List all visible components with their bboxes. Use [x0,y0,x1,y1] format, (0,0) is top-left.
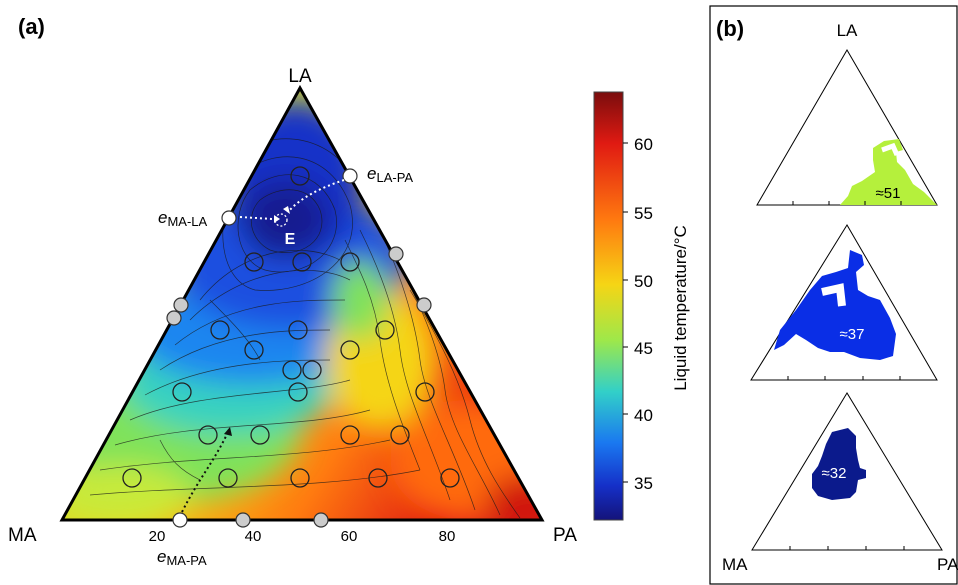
sample-point [390,425,410,445]
sample-point [198,425,218,445]
vertex-label-ma: MA [8,525,37,546]
sample-point [244,252,264,272]
sample-point [375,320,395,340]
arrow-ma-la [239,216,273,220]
region-label-1: ≈51 [876,185,901,202]
edge-marker [342,168,358,184]
sample-point [368,468,388,488]
sample-point [340,252,360,272]
eutectic-label: E [285,231,296,248]
mini-ternary-3: ≈32 [751,392,943,551]
annotation-e-ma-pa: eMA-PA [157,547,207,568]
edge-marker [388,246,404,262]
sample-point [172,382,192,402]
sample-point [250,425,270,445]
eutectic-point [274,213,288,227]
sample-point [292,252,312,272]
edge-marker [173,297,189,313]
annotation-e-ma-la: eMA-LA [158,208,208,229]
vertex-label-pa: PA [553,525,577,546]
sample-point [288,382,308,402]
annotation-e-la-pa: eLA-PA [367,164,413,185]
arrowhead [224,427,232,436]
colorbar-tick-label: 55 [634,204,653,223]
colorbar-tick-label: 60 [634,135,653,154]
sample-point [302,360,322,380]
sample-points [122,166,460,488]
edge-marker [221,210,237,226]
arrow-ma-pa [181,431,229,513]
colorbar-title: Liquid temperature/°C [671,225,690,391]
region-label-2: ≈37 [840,326,865,343]
tick-label: 20 [149,528,166,545]
region-3 [812,428,866,500]
edge-marker [172,512,188,528]
arrow-la-pa [287,179,345,213]
sample-point [288,320,308,340]
tick-label: 40 [245,528,262,545]
sample-point [218,468,238,488]
panel-b-vertex-pa: PA [937,555,958,574]
colorbar-tick-label: 35 [634,474,653,493]
sample-point [440,468,460,488]
panel-b-vertex-la: LA [837,21,858,40]
vertex-label-la: LA [288,66,312,87]
sample-point [340,425,360,445]
sample-point [290,166,310,186]
sample-point [122,468,142,488]
panel-b-vertex-ma: MA [722,555,748,574]
mini-ternary-2: ≈37 [750,224,938,381]
sample-point [415,382,435,402]
tick-label: 80 [439,528,456,545]
mini-ternary-1: ≈51 [756,49,938,206]
panel-a-label: (a) [18,14,45,39]
arrows [181,179,345,513]
colorbar-tick-label: 50 [634,272,653,291]
panel-b-label: (b) [716,16,744,41]
region-2 [774,250,896,360]
edge-marker [235,512,251,528]
arrowhead [274,215,280,223]
sample-point [210,320,230,340]
colorbar-tick-label: 40 [634,406,653,425]
edge-marker [313,512,329,528]
sample-point [244,340,264,360]
colorbar [593,91,624,521]
arrowhead [283,206,290,214]
sample-point [290,468,310,488]
edge-marker [416,297,432,313]
sample-point [340,340,360,360]
colorbar-ticks [623,142,628,483]
region-label-3: ≈32 [822,465,847,482]
sample-point [282,360,302,380]
tick-label: 60 [341,528,358,545]
region-1 [840,139,937,205]
edge-markers [166,168,432,528]
edge-marker [166,310,182,326]
ternary-heatmap [62,88,542,520]
colorbar-tick-label: 45 [634,339,653,358]
